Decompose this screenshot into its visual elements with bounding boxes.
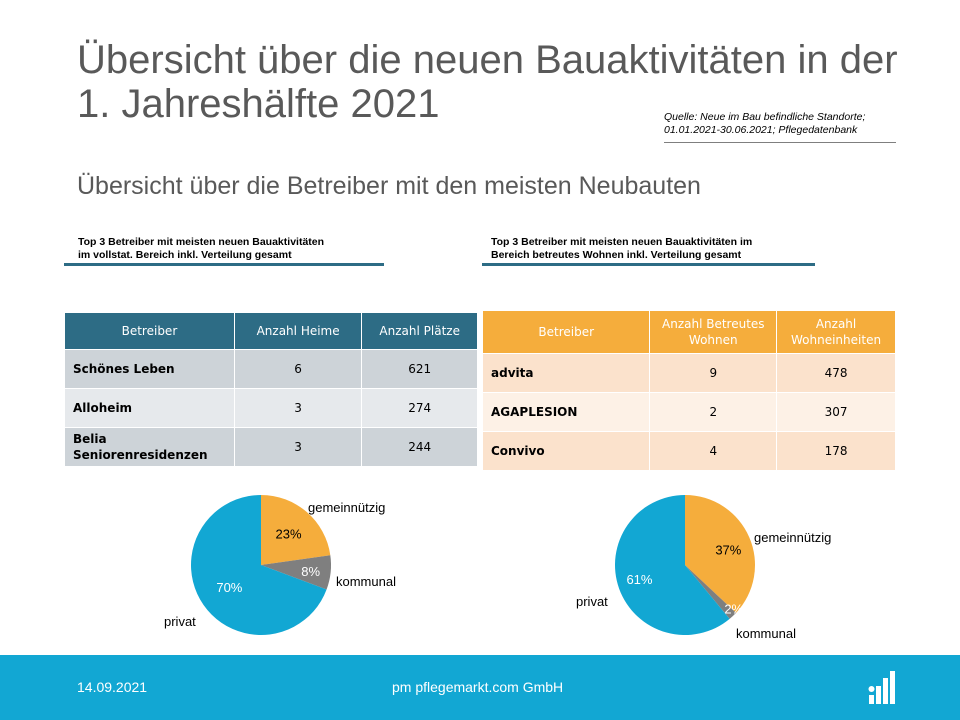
source-line-1: Quelle: Neue im Bau befindliche Standort… [664,111,866,123]
column-header: Anzahl Wohneinheiten [776,310,896,354]
column-header: Anzahl Plätze [361,312,478,350]
source-note: Quelle: Neue im Bau befindliche Standort… [664,111,865,137]
footer-bar: 14.09.2021 pm pflegemarkt.com GmbH [0,655,960,720]
pie-slice-kommunal [261,555,331,590]
operator-name: Convivo [481,431,651,471]
operator-name: Schönes Leben [64,349,235,389]
pie-category-label: kommunal [736,626,796,641]
pie-category-label: kommunal [336,574,396,589]
right-caption: Top 3 Betreiber mit meisten neuen Bauakt… [491,236,752,262]
pie-chart-stationary: 23% gemeinnützig 8% kommunal 70% privat [164,495,396,635]
left-caption-rule [64,263,384,266]
apartments-count: 178 [776,431,896,471]
units-count: 9 [649,353,778,393]
operator-name: advita [481,353,651,393]
right-caption-line-2: Bereich betreutes Wohnen inkl. Verteilun… [491,249,742,261]
pie-percent-label: 23% [276,526,302,541]
units-count: 2 [649,392,778,432]
operator-name: Belia Seniorenresidenzen [64,427,235,467]
homes-count: 6 [233,349,363,389]
homes-count: 3 [233,427,363,467]
pie-percent-label: 37% [715,543,741,558]
table-header-row: Betreiber Anzahl Heime Anzahl Plätze [64,312,478,350]
left-caption-line-2: im vollstat. Bereich inkl. Verteilung ge… [78,249,292,261]
apartments-count: 478 [776,353,896,393]
pie-slice-privat [615,495,730,635]
homes-count: 3 [233,388,363,428]
operator-name: AGAPLESION [481,392,651,432]
units-count: 4 [649,431,778,471]
page-title: Übersicht über die neuen Bauaktivitäten … [77,38,898,126]
places-count: 274 [361,388,478,428]
table-row: Alloheim 3 274 [64,388,478,428]
table-row: Belia Seniorenresidenzen 3 244 [64,427,478,467]
pie-category-label: gemeinnützig [308,500,385,515]
pie-slice-gemeinnützig [261,495,331,565]
page-subtitle: Übersicht über die Betreiber mit den mei… [77,172,701,200]
table-row: advita 9 478 [481,353,896,393]
left-caption: Top 3 Betreiber mit meisten neuen Bauakt… [78,236,324,262]
column-header: Betreiber [481,310,651,354]
footer-date: 14.09.2021 [77,679,148,695]
table-row: Convivo 4 178 [481,431,896,471]
pie-slice-privat [191,495,327,635]
places-count: 621 [361,349,478,389]
pie-category-label: privat [164,614,196,629]
pie-slice-gemeinnützig [685,495,755,613]
title-divider [664,142,896,143]
company-logo-icon [868,671,895,704]
pie-category-label: gemeinnützig [754,530,831,545]
right-caption-line-1: Top 3 Betreiber mit meisten neuen Bauakt… [491,236,753,248]
pie-chart-assisted-living: 37% gemeinnützig 2% kommunal 61% privat [576,495,831,641]
column-header: Betreiber [64,312,235,350]
operator-name: Alloheim [64,388,235,428]
table-header-row: Betreiber Anzahl Betreutes Wohnen Anzahl… [481,310,896,354]
table-row: AGAPLESION 2 307 [481,392,896,432]
pie-category-label: privat [576,594,608,609]
footer-company: pm pflegemarkt.com GmbH [392,679,564,695]
operators-table-assisted-living: Betreiber Anzahl Betreutes Wohnen Anzahl… [481,310,896,471]
pie-percent-label: 2% [724,601,743,616]
pie-percent-label: 8% [301,564,320,579]
pie-percent-label: 70% [216,580,242,595]
pie-slice-kommunal [685,565,737,619]
operators-table-stationary: Betreiber Anzahl Heime Anzahl Plätze Sch… [64,312,478,467]
column-header: Anzahl Betreutes Wohnen [649,310,778,354]
apartments-count: 307 [776,392,896,432]
source-line-2: 01.01.2021-30.06.2021; Pflegedatenbank [664,124,858,136]
places-count: 244 [361,427,478,467]
pie-percent-label: 61% [626,572,652,587]
right-caption-rule [482,263,815,266]
column-header: Anzahl Heime [233,312,363,350]
left-caption-line-1: Top 3 Betreiber mit meisten neuen Bauakt… [78,236,325,248]
table-row: Schönes Leben 6 621 [64,349,478,389]
